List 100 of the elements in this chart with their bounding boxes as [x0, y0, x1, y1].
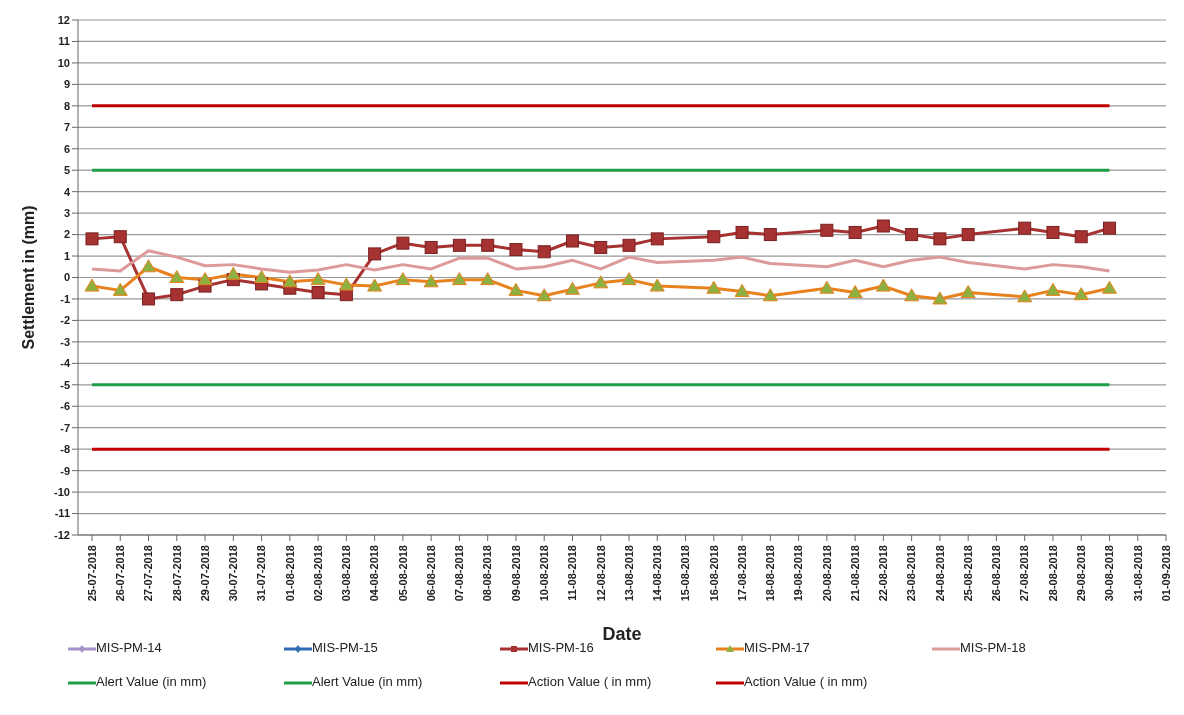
x-tick-label: 31-07-2018 — [255, 545, 268, 602]
point — [254, 270, 270, 283]
point — [282, 274, 298, 288]
y-tick-label: -4 — [60, 357, 71, 370]
legend-label: MIS-PM-17 — [744, 640, 810, 655]
x-tick-label: 11-08-2018 — [566, 545, 579, 601]
x-tick-label: 29-08-2018 — [1075, 545, 1088, 602]
point — [622, 238, 636, 252]
legend-label: Action Value ( in mm) — [528, 674, 652, 689]
point — [594, 240, 608, 254]
x-tick-label: 01-09-2018 — [1159, 545, 1172, 602]
point — [423, 274, 439, 288]
point — [734, 283, 750, 297]
point — [763, 228, 777, 242]
x-tick-label: 04-08-2018 — [368, 545, 381, 602]
point — [1045, 282, 1061, 296]
point — [960, 285, 976, 299]
point — [112, 282, 128, 296]
point — [1046, 225, 1060, 239]
y-tick-label: -1 — [60, 292, 70, 305]
point — [706, 280, 722, 294]
point — [85, 232, 99, 246]
point — [225, 266, 241, 280]
x-tick-label: 12-08-2018 — [594, 545, 607, 602]
legend-label: MIS-PM-16 — [528, 640, 594, 655]
x-tick-label: 23-08-2018 — [905, 545, 918, 602]
point — [113, 230, 127, 244]
point — [1101, 280, 1117, 294]
x-tick-label: 20-08-2018 — [820, 545, 833, 602]
point — [424, 240, 438, 254]
point — [819, 280, 835, 294]
point — [1017, 289, 1033, 303]
y-tick-label: -10 — [54, 485, 70, 498]
point — [762, 288, 778, 302]
point — [875, 278, 891, 292]
x-axis-title: Date — [602, 624, 642, 644]
y-tick-label: 11 — [58, 35, 70, 48]
x-tick-label: 14-08-2018 — [651, 545, 664, 602]
point — [197, 272, 213, 286]
point — [141, 259, 157, 273]
y-tick-label: -8 — [60, 443, 70, 456]
x-tick-label: 27-08-2018 — [1018, 545, 1031, 602]
y-tick-label: 8 — [63, 99, 70, 112]
point — [650, 232, 664, 246]
legend-label: Alert Value (in mm) — [96, 674, 207, 689]
point — [621, 272, 637, 286]
y-tick-label: -3 — [60, 335, 70, 348]
point — [961, 228, 975, 242]
point — [338, 277, 354, 291]
point — [169, 270, 185, 283]
point — [905, 228, 919, 242]
point — [649, 278, 665, 292]
x-tick-label: 03-08-2018 — [340, 545, 353, 602]
y-tick-label: 10 — [57, 56, 70, 69]
point — [452, 238, 466, 252]
x-tick-label: 06-08-2018 — [424, 545, 437, 602]
y-tick-label: 6 — [63, 142, 70, 155]
y-tick-label: 12 — [57, 13, 70, 26]
point — [537, 245, 551, 259]
point — [395, 272, 411, 286]
point — [509, 243, 523, 257]
point — [933, 232, 947, 246]
point — [508, 282, 524, 296]
y-tick-label: 1 — [63, 249, 70, 262]
y-tick-label: -7 — [60, 421, 70, 434]
point — [904, 288, 920, 302]
x-tick-label: 25-08-2018 — [961, 545, 974, 602]
y-tick-label: 5 — [63, 164, 70, 177]
legend-label: MIS-PM-18 — [960, 640, 1026, 655]
x-tick-label: 24-08-2018 — [933, 545, 946, 602]
x-tick-label: 27-07-2018 — [142, 545, 155, 602]
x-tick-label: 02-08-2018 — [311, 545, 324, 602]
point — [848, 225, 862, 239]
point — [396, 236, 410, 250]
y-tick-label: -5 — [60, 378, 70, 391]
x-tick-label: 17-08-2018 — [735, 545, 748, 602]
point — [1073, 287, 1089, 301]
legend-label: Alert Value (in mm) — [312, 674, 423, 689]
point — [367, 278, 383, 292]
x-tick-label: 28-07-2018 — [170, 545, 183, 602]
x-tick-label: 22-08-2018 — [877, 545, 890, 602]
x-tick-label: 18-08-2018 — [764, 545, 777, 602]
point — [84, 278, 100, 292]
point — [451, 272, 467, 286]
x-tick-label: 09-08-2018 — [509, 545, 522, 602]
legend-label: MIS-PM-14 — [96, 640, 162, 655]
point — [593, 275, 609, 289]
legend-label: Action Value ( in mm) — [744, 674, 868, 689]
x-tick-label: 28-08-2018 — [1046, 545, 1059, 602]
x-tick-label: 01-08-2018 — [283, 545, 296, 602]
x-tick-label: 05-08-2018 — [396, 545, 409, 602]
point — [142, 292, 156, 306]
point — [480, 272, 496, 286]
x-tick-label: 26-08-2018 — [990, 545, 1003, 602]
y-tick-label: -11 — [54, 507, 70, 520]
point — [847, 285, 863, 299]
point — [1102, 221, 1116, 235]
y-tick-label: -6 — [60, 400, 70, 413]
x-tick-label: 10-08-2018 — [538, 545, 551, 602]
x-tick-label: 19-08-2018 — [792, 545, 805, 602]
